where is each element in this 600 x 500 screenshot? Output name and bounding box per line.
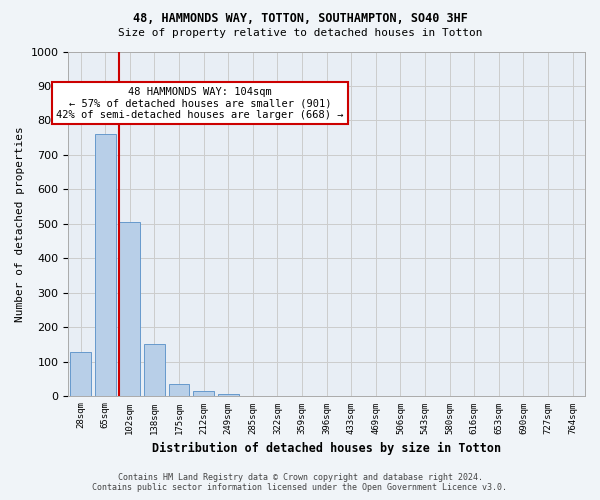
Text: Size of property relative to detached houses in Totton: Size of property relative to detached ho… (118, 28, 482, 38)
Bar (119, 222, 140, 396)
Bar (70, 352, 91, 397)
Bar (218, 394, 239, 396)
Bar (95, 134, 116, 396)
Y-axis label: Number of detached properties: Number of detached properties (15, 126, 25, 322)
Bar (169, 384, 190, 396)
Bar (193, 392, 214, 396)
Text: 48 HAMMONDS WAY: 104sqm
← 57% of detached houses are smaller (901)
42% of semi-d: 48 HAMMONDS WAY: 104sqm ← 57% of detache… (56, 86, 344, 120)
Text: 48, HAMMONDS WAY, TOTTON, SOUTHAMPTON, SO40 3HF: 48, HAMMONDS WAY, TOTTON, SOUTHAMPTON, S… (133, 12, 467, 26)
X-axis label: Distribution of detached houses by size in Totton: Distribution of detached houses by size … (152, 442, 501, 455)
Bar (144, 344, 165, 397)
Text: Contains HM Land Registry data © Crown copyright and database right 2024.
Contai: Contains HM Land Registry data © Crown c… (92, 473, 508, 492)
